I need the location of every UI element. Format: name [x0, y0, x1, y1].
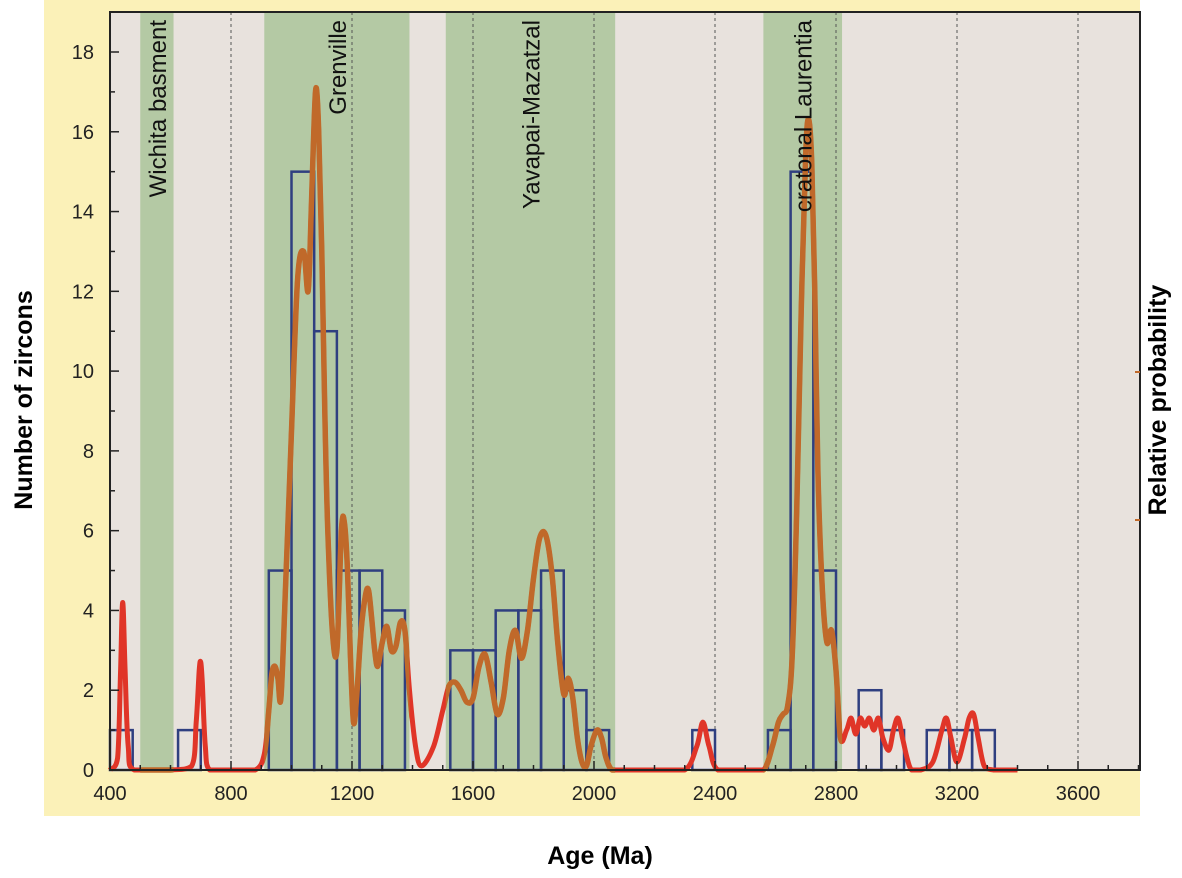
x-tick-label-3: 1600 — [451, 783, 496, 805]
region-label-2: Yavapai-Mazatzal — [518, 20, 545, 209]
x-axis-title: Age (Ma) — [547, 842, 653, 870]
x-tick-label-2: 1200 — [330, 783, 375, 805]
x-tick-label-5: 2400 — [693, 783, 738, 805]
x-tick-label-8: 3600 — [1056, 783, 1101, 805]
y-axis-title: Number of zircons — [10, 290, 38, 509]
right-axis-title: Relative probability — [1144, 285, 1172, 516]
x-axis: 400 800 1200 1600 2000 2400 2800 3200 3600 — [93, 761, 1140, 805]
region-labels: Wichita basment Grenville Yavapai-Mazatzal… — [145, 19, 818, 212]
y-tick-label-0: 0 — [83, 760, 94, 782]
y-tick-label-6: 12 — [72, 281, 94, 303]
y-tick-label-4: 8 — [83, 441, 94, 463]
region-label-1: Grenville — [325, 20, 352, 115]
y-tick-label-2: 4 — [83, 600, 94, 622]
x-tick-label-1: 800 — [214, 783, 247, 805]
probability-curve-group — [107, 85, 1018, 773]
region-label-0: Wichita basment — [145, 20, 172, 198]
y-tick-label-9: 18 — [72, 42, 94, 64]
y-tick-label-7: 14 — [72, 202, 94, 224]
x-tick-label-6: 2800 — [814, 783, 859, 805]
region-label-3: cratonal Laurentia — [791, 19, 818, 212]
x-tick-label-7: 3200 — [935, 783, 980, 805]
x-tick-label-0: 400 — [93, 783, 126, 805]
x-tick-label-4: 2000 — [572, 783, 617, 805]
probability-curve — [140, 85, 843, 773]
y-tick-label-1: 2 — [83, 680, 94, 702]
y-tick-label-8: 16 — [72, 122, 94, 144]
gridlines — [230, 12, 1079, 770]
right-axis — [1135, 371, 1140, 521]
y-tick-label-3: 6 — [83, 521, 94, 543]
y-axis: 0 2 4 6 8 10 12 14 16 18 — [72, 42, 119, 782]
region-bands — [140, 12, 843, 770]
region-band-2 — [445, 12, 616, 770]
region-band-0 — [140, 12, 174, 770]
y-tick-label-5: 10 — [72, 361, 94, 383]
